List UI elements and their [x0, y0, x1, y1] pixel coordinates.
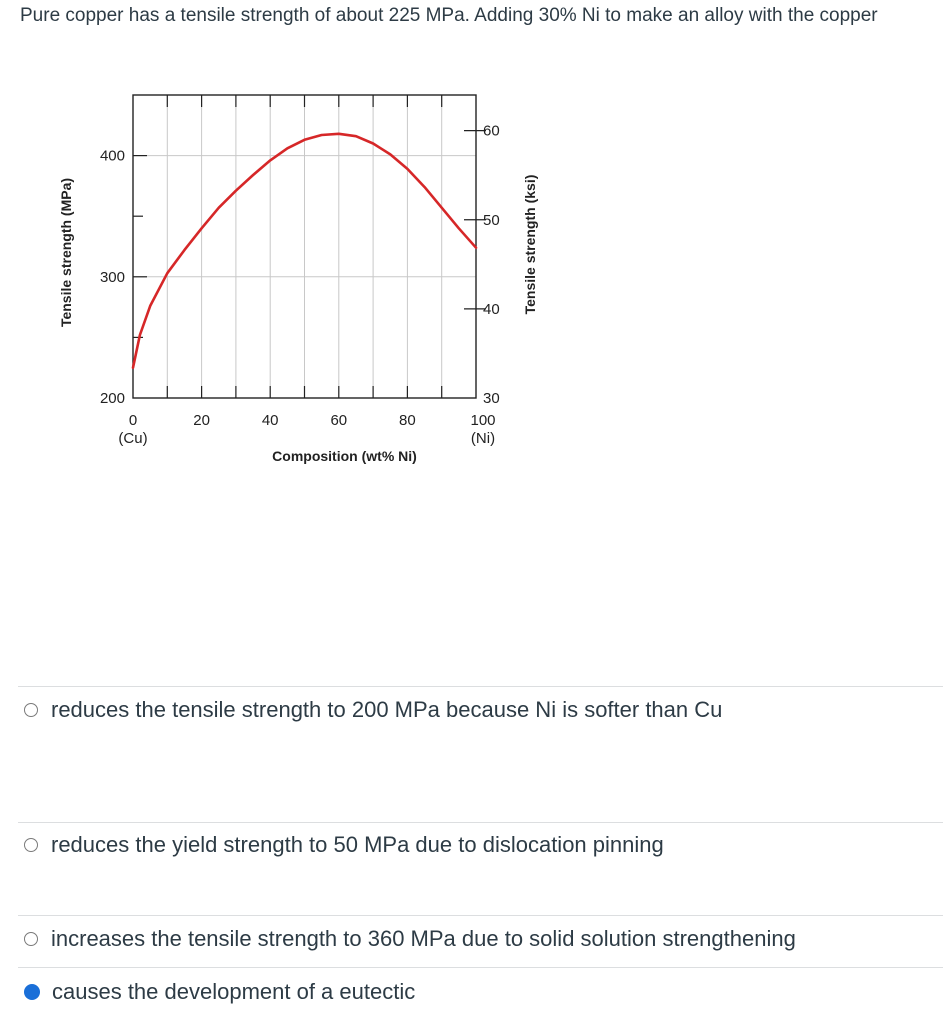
- y2-axis-title: Tensile strength (ksi): [522, 175, 538, 315]
- x-tick-label: 60: [330, 412, 347, 429]
- y-axis-title: Tensile strength (MPa): [58, 178, 74, 327]
- radio-button-unselected[interactable]: [24, 703, 38, 717]
- x-tick-label: 80: [399, 412, 416, 429]
- x-tick-label: 20: [193, 412, 210, 429]
- answer-label: reduces the yield strength to 50 MPa due…: [51, 832, 664, 857]
- answer-divider: [18, 686, 943, 687]
- x-tick-label: 0: [129, 412, 137, 429]
- answer-divider: [18, 915, 943, 916]
- answer-label: causes the development of a eutectic: [52, 979, 416, 1004]
- series-line-tensile-strength: [131, 132, 478, 369]
- answer-option-1[interactable]: reduces the tensile strength to 200 MPa …: [24, 697, 722, 723]
- y2-tick-label: 40: [483, 301, 500, 318]
- x-tick-label: 40: [262, 412, 279, 429]
- answer-option-2[interactable]: reduces the yield strength to 50 MPa due…: [24, 832, 664, 858]
- radio-button-selected[interactable]: [24, 984, 40, 1000]
- y2-tick-label: 60: [483, 123, 500, 140]
- answer-option-4[interactable]: causes the development of a eutectic: [24, 979, 415, 1005]
- radio-button-unselected[interactable]: [24, 932, 38, 946]
- x-end-label-ni: (Ni): [471, 430, 495, 447]
- x-end-label-cu: (Cu): [118, 430, 147, 447]
- question-text: Pure copper has a tensile strength of ab…: [20, 5, 878, 26]
- radio-button-unselected[interactable]: [24, 838, 38, 852]
- answer-label: reduces the tensile strength to 200 MPa …: [51, 697, 723, 722]
- answer-divider: [18, 822, 943, 823]
- answer-divider: [18, 967, 943, 968]
- y-tick-label: 300: [100, 269, 125, 286]
- answer-label: increases the tensile strength to 360 MP…: [51, 926, 796, 951]
- y2-tick-label: 50: [483, 212, 500, 229]
- answer-option-3[interactable]: increases the tensile strength to 360 MP…: [24, 926, 796, 952]
- y-tick-label: 400: [100, 148, 125, 165]
- x-tick-label: 100: [470, 412, 495, 429]
- tensile-strength-chart: 0 20 40 60 80 100 (Cu) (Ni) 200 300 400 30 40 50 60 Com…: [58, 94, 538, 464]
- x-axis-title: Composition (wt% Ni): [272, 448, 417, 464]
- y2-tick-label: 30: [483, 390, 500, 407]
- y-tick-label: 200: [100, 390, 125, 407]
